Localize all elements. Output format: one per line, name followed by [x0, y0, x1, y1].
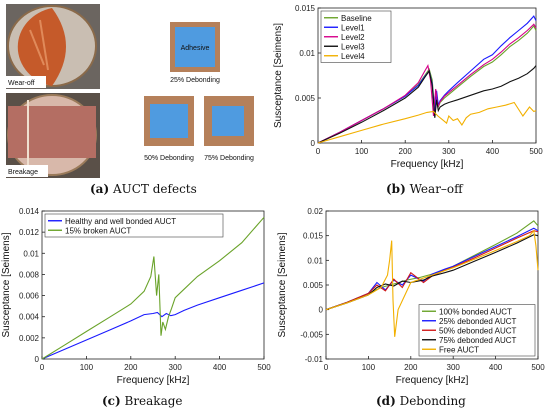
- x-tick-label: 100: [355, 147, 369, 156]
- x-tick-label: 300: [447, 363, 461, 372]
- y-axis-label: Susceptance [Seimens]: [1, 232, 12, 337]
- series-line-level2: [317, 23, 537, 144]
- y-tick-label: -0.01: [305, 355, 324, 364]
- debond-25-label: 25% Debonding: [170, 77, 220, 84]
- y-tick-label: 0.005: [303, 281, 324, 290]
- x-tick-label: 100: [80, 363, 94, 372]
- series-line-free-auct: [325, 229, 539, 337]
- y-tick-label: 0.01: [23, 249, 39, 258]
- debond-25-sample: Adhesive 25% Debonding: [170, 22, 220, 84]
- x-tick-label: 200: [124, 363, 138, 372]
- x-tick-label: 100: [362, 363, 376, 372]
- panel-a-photos: Wear-off Breakage Adhesive 25% Debonding…: [0, 0, 270, 200]
- debond-75-sample: 75% Debonding: [204, 96, 254, 162]
- chart-breakage: 0 100 200 300 400 500 0 0.002 0.004 0.006 0.008 0.0…: [1, 207, 271, 386]
- y-tick-label: 0.01: [299, 49, 315, 58]
- x-tick-label: 400: [486, 147, 500, 156]
- y-tick-label: 0.005: [295, 94, 316, 103]
- legend-box: [44, 213, 224, 238]
- photos-svg: Wear-off Breakage Adhesive 25% Debonding…: [6, 4, 254, 178]
- x-tick-label: 300: [442, 147, 456, 156]
- legend-label: 50% debonded AUCT: [439, 326, 517, 335]
- x-tick-label: 500: [531, 363, 545, 372]
- wear-off-photo: Wear-off: [6, 4, 100, 89]
- adhesive-label: Adhesive: [181, 45, 210, 52]
- chart-debonding: 0 100 200 300 400 500 -0.01 -0.005 0 0.005 0.01 0.0…: [277, 207, 545, 386]
- legend-label: 15% broken AUCT: [65, 226, 131, 235]
- debond-50-sample: 50% Debonding: [144, 96, 194, 162]
- legend-label: 100% bonded AUCT: [439, 307, 512, 316]
- y-tick-label: 0.004: [19, 313, 40, 322]
- y-tick-label: 0.01: [307, 256, 323, 265]
- x-tick-label: 400: [489, 363, 503, 372]
- x-tick-label: 300: [169, 363, 183, 372]
- legend-label: Baseline: [341, 14, 372, 23]
- legend-label: 75% debonded AUCT: [439, 336, 517, 345]
- legend-label: Level2: [341, 33, 365, 42]
- x-tick-label: 200: [404, 363, 418, 372]
- caption-c: (c) Breakage: [102, 394, 183, 408]
- series-line-75-debonded-auct: [325, 234, 539, 311]
- x-tick-label: 0: [40, 363, 45, 372]
- series-line-level1: [317, 15, 537, 144]
- x-tick-label: 400: [213, 363, 227, 372]
- y-tick-label: 0.012: [19, 228, 40, 237]
- y-tick-label: 0.002: [19, 334, 40, 343]
- legend-label: Healthy and well bonded AUCT: [65, 217, 176, 226]
- legend-label: Level3: [341, 42, 365, 51]
- caption-d: (d) Debonding: [376, 394, 466, 408]
- legend-label: Level1: [341, 23, 365, 32]
- series-line-50-debonded-auct: [325, 230, 539, 311]
- y-tick-label: 0: [311, 139, 316, 148]
- chart-wear-off: 0 100 200 300 400 500 0 0.005 0.01 0.015 Frequency…: [273, 4, 543, 170]
- x-tick-label: 200: [399, 147, 413, 156]
- y-tick-label: 0.02: [307, 207, 323, 216]
- y-tick-label: 0.008: [19, 270, 40, 279]
- series-line-level3: [317, 65, 537, 144]
- y-tick-label: 0: [35, 355, 40, 364]
- wear-off-label: Wear-off: [8, 80, 35, 87]
- x-axis-label: Frequency [kHz]: [396, 375, 469, 386]
- y-tick-label: 0.015: [295, 4, 316, 13]
- breakage-label: Breakage: [8, 169, 38, 176]
- series-line-15-broken-auct: [41, 216, 265, 360]
- legend-label: 25% debonded AUCT: [439, 317, 517, 326]
- y-tick-label: 0: [319, 306, 324, 315]
- y-tick-label: 0.006: [19, 292, 40, 301]
- x-axis-label: Frequency [kHz]: [391, 159, 464, 170]
- debond-50-label: 50% Debonding: [144, 155, 194, 162]
- x-tick-label: 0: [324, 363, 329, 372]
- y-tick-label: -0.005: [300, 330, 323, 339]
- x-tick-label: 500: [529, 147, 543, 156]
- breakage-photo: Breakage: [6, 93, 100, 178]
- y-axis-label: Susceptance [Seimens]: [273, 23, 284, 128]
- legend-label: Free AUCT: [439, 345, 479, 354]
- x-tick-label: 0: [316, 147, 321, 156]
- caption-a: (a) AUCT defects: [90, 182, 197, 196]
- debond-75-label: 75% Debonding: [204, 155, 254, 162]
- x-tick-label: 500: [257, 363, 271, 372]
- series-line-healthy-and-well-bonded-auct: [41, 282, 265, 360]
- series-line-25-debonded-auct: [325, 227, 539, 311]
- y-axis-label: Susceptance [Seimens]: [277, 232, 288, 337]
- legend-label: Level4: [341, 52, 365, 61]
- series-line-level4: [317, 101, 537, 144]
- x-axis-label: Frequency [kHz]: [117, 375, 190, 386]
- legend-box: [418, 304, 536, 357]
- y-tick-label: 0.015: [303, 232, 324, 241]
- y-tick-label: 0.014: [19, 207, 40, 216]
- caption-b: (b) Wear–off: [386, 182, 463, 196]
